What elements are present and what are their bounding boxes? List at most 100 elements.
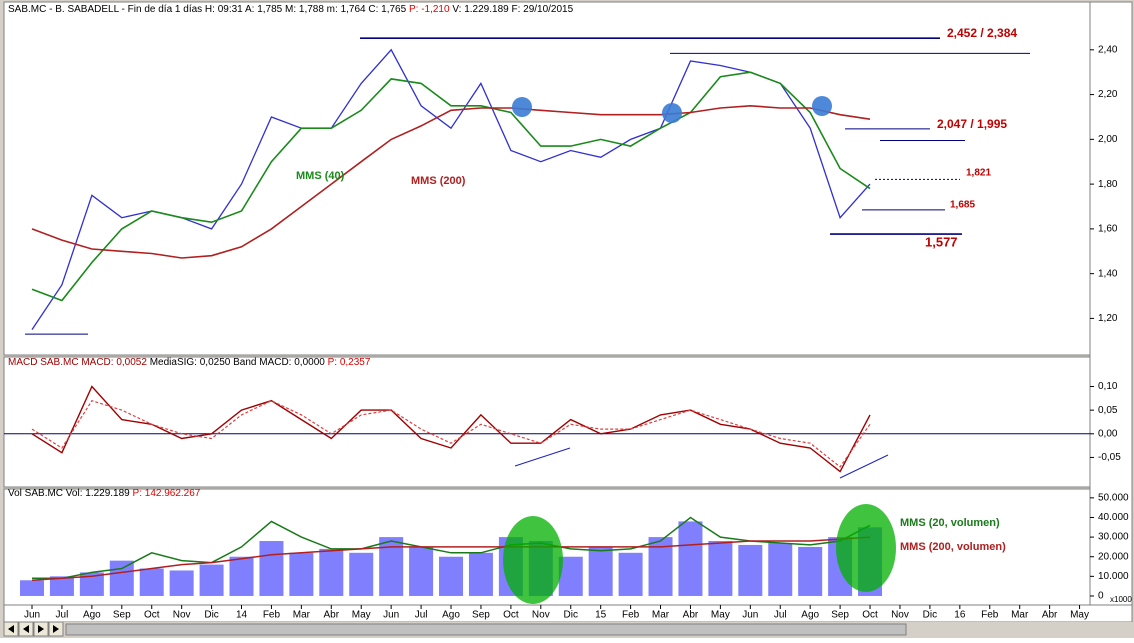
volume-bar <box>618 552 643 596</box>
level-label: 1,821 <box>966 168 991 179</box>
y-tick-label: 0 <box>1098 591 1104 602</box>
x-tick-label: Abr <box>1042 610 1058 621</box>
x-tick-label: Jul <box>415 610 428 621</box>
y-tick-label: 50.000 <box>1098 492 1129 503</box>
x-tick-label: Ago <box>442 610 460 621</box>
macd-header: MACD SAB.MC MACD: 0,0052 MediaSIG: 0,025… <box>8 357 371 368</box>
cross-marker <box>512 97 532 117</box>
value-axis <box>1089 1 1133 606</box>
y-tick-label: 0,05 <box>1098 405 1118 416</box>
legend-entry: MMS (40) <box>296 170 345 182</box>
highlight <box>836 504 896 592</box>
y-tick-label: 0,10 <box>1098 381 1118 392</box>
cross-marker <box>662 103 682 123</box>
x-tick-label: Jun <box>383 610 399 621</box>
legend-entry: MMS (200) <box>411 175 466 187</box>
header-text: MediaSIG: 0,0250 Band MACD: 0,0000 <box>150 357 326 368</box>
volume-bar <box>798 546 823 596</box>
x-tick-label: Jul <box>774 610 787 621</box>
x-tick-label: May <box>1070 610 1089 621</box>
volume-bar <box>349 552 374 596</box>
volume-bar <box>768 542 793 596</box>
volume-unit: x1000 <box>1110 595 1132 604</box>
y-tick-label: 1,40 <box>1098 268 1118 279</box>
divergence-line <box>514 447 571 467</box>
header-change: P: 0,2357 <box>328 357 371 368</box>
x-tick-label: Sep <box>831 610 849 621</box>
x-tick-label: Mar <box>293 610 311 621</box>
x-tick-label: 14 <box>236 610 248 621</box>
series-line <box>31 104 871 259</box>
volume-bar <box>439 556 464 596</box>
x-tick-label: Feb <box>981 610 999 621</box>
x-tick-label: Abr <box>683 610 699 621</box>
x-tick-label: Feb <box>622 610 640 621</box>
macd-panel <box>3 356 1091 488</box>
header-text: MACD SAB.MC MACD: 0,0052 <box>8 357 147 368</box>
y-tick-label: 0,00 <box>1098 428 1118 439</box>
level-label: 1,685 <box>950 200 975 211</box>
scrollbar <box>0 621 1134 638</box>
y-tick-label: 10.000 <box>1098 571 1129 582</box>
volume-header: Vol SAB.MC Vol: 1.229.189 P: 142.962.267 <box>8 488 201 499</box>
volume-bar <box>79 572 104 596</box>
level-label: 2,047 / 1,995 <box>937 117 1007 131</box>
x-tick-label: Ago <box>83 610 101 621</box>
price-header: SAB.MC - B. SABADELL - Fin de día 1 días… <box>8 4 574 15</box>
series-line <box>31 71 871 302</box>
x-tick-label: Ago <box>801 610 819 621</box>
header-text: V: 1.229.189 F: 29/10/2015 <box>452 4 573 15</box>
volume-bar <box>319 548 344 596</box>
x-tick-label: May <box>352 610 371 621</box>
x-tick-label: Nov <box>891 610 909 621</box>
x-tick-label: Nov <box>532 610 550 621</box>
y-tick-label: 40.000 <box>1098 512 1129 523</box>
volume-bar <box>289 552 314 596</box>
volume-bar <box>229 556 254 596</box>
header-text: Vol SAB.MC Vol: 1.229.189 <box>8 488 130 499</box>
scroll-thumb[interactable] <box>65 623 907 636</box>
volume-bar <box>199 564 224 596</box>
x-tick-label: Dic <box>204 610 218 621</box>
volume-bar <box>109 560 134 596</box>
volume-bar <box>49 576 74 596</box>
legend-entry: MMS (200, volumen) <box>900 541 1006 553</box>
y-tick-label: 2,40 <box>1098 44 1118 55</box>
series-line <box>31 536 871 582</box>
x-tick-label: Dic <box>564 610 578 621</box>
x-tick-label: Jun <box>742 610 758 621</box>
x-tick-label: Abr <box>324 610 340 621</box>
volume-bar <box>588 546 613 596</box>
header-text: SAB.MC - B. SABADELL - Fin de día 1 días… <box>8 4 407 15</box>
x-tick-label: Mar <box>1011 610 1029 621</box>
y-tick-label: -0,05 <box>1098 452 1121 463</box>
volume-bar <box>468 552 493 596</box>
x-tick-label: Jul <box>56 610 69 621</box>
x-tick-label: Dic <box>923 610 937 621</box>
y-tick-label: 1,60 <box>1098 224 1118 235</box>
y-tick-label: 2,00 <box>1098 134 1118 145</box>
divergence-line <box>839 454 889 479</box>
highlight <box>503 516 563 604</box>
volume-bar <box>738 544 763 596</box>
volume-bar <box>708 541 733 596</box>
header-change: P: -1,210 <box>409 4 450 15</box>
volume-bar <box>259 541 284 596</box>
series-line <box>31 399 871 468</box>
volume-bar <box>409 546 434 596</box>
level-label: 2,452 / 2,384 <box>947 26 1017 40</box>
x-tick-label: Oct <box>144 610 160 621</box>
y-tick-label: 2,20 <box>1098 89 1118 100</box>
x-tick-label: Jun <box>24 610 40 621</box>
header-change: P: 142.962.267 <box>133 488 201 499</box>
x-tick-label: Nov <box>173 610 191 621</box>
series-line <box>31 385 871 473</box>
x-tick-label: May <box>711 610 730 621</box>
volume-bar <box>678 521 703 596</box>
y-tick-label: 1,20 <box>1098 313 1118 324</box>
nav-arrows <box>8 625 59 633</box>
volume-bar <box>169 570 194 596</box>
x-tick-label: Feb <box>263 610 281 621</box>
legend-entry: MMS (20, volumen) <box>900 517 1000 529</box>
